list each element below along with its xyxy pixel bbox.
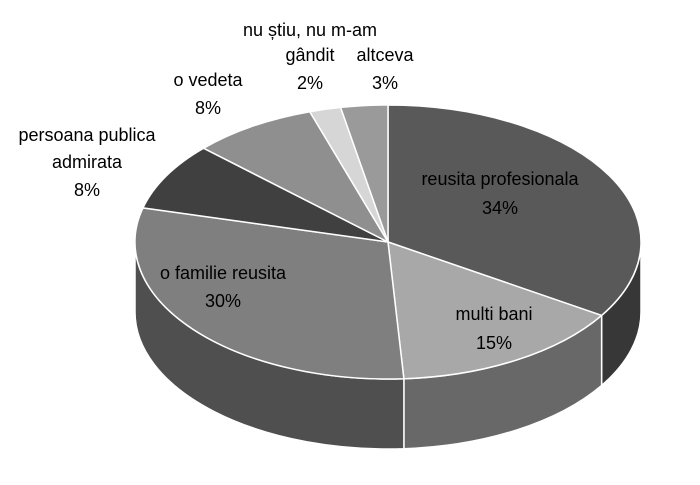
pie-slice-6 <box>339 104 389 243</box>
pie-slice-0 <box>387 104 642 317</box>
slice-name-label: altceva <box>356 45 414 65</box>
pie-data-labels: reusita profesionala 34% multi bani 15% o fa… <box>18 20 579 353</box>
pie-slice-3 <box>142 147 389 243</box>
pie-top <box>134 104 642 380</box>
slice-percent-label: 3% <box>372 73 398 93</box>
slice-name-label: o familie reusita <box>160 263 287 283</box>
pie-slice-4 <box>202 110 389 243</box>
slice-percent-label: 2% <box>297 73 323 93</box>
slice-name-label: reusita profesionala <box>421 169 579 189</box>
slice-percent-label: 8% <box>195 98 221 118</box>
pie-slice-1 <box>387 241 603 380</box>
slice-percent-label: 30% <box>205 291 241 311</box>
slice-name-label: persoana publica <box>18 125 156 145</box>
slice-percent-label: 15% <box>476 333 512 353</box>
pie-slice-2 <box>134 207 405 380</box>
slice-name-label: admirata <box>52 152 123 172</box>
slice-name-label: o vedeta <box>173 70 243 90</box>
slice-percent-label: 34% <box>482 198 518 218</box>
slice-name-label: nu știu, nu m-am <box>243 20 377 40</box>
slice-name-label: multi bani <box>455 304 532 324</box>
slice-name-label: gândit <box>285 45 334 65</box>
slice-percent-label: 8% <box>74 180 100 200</box>
